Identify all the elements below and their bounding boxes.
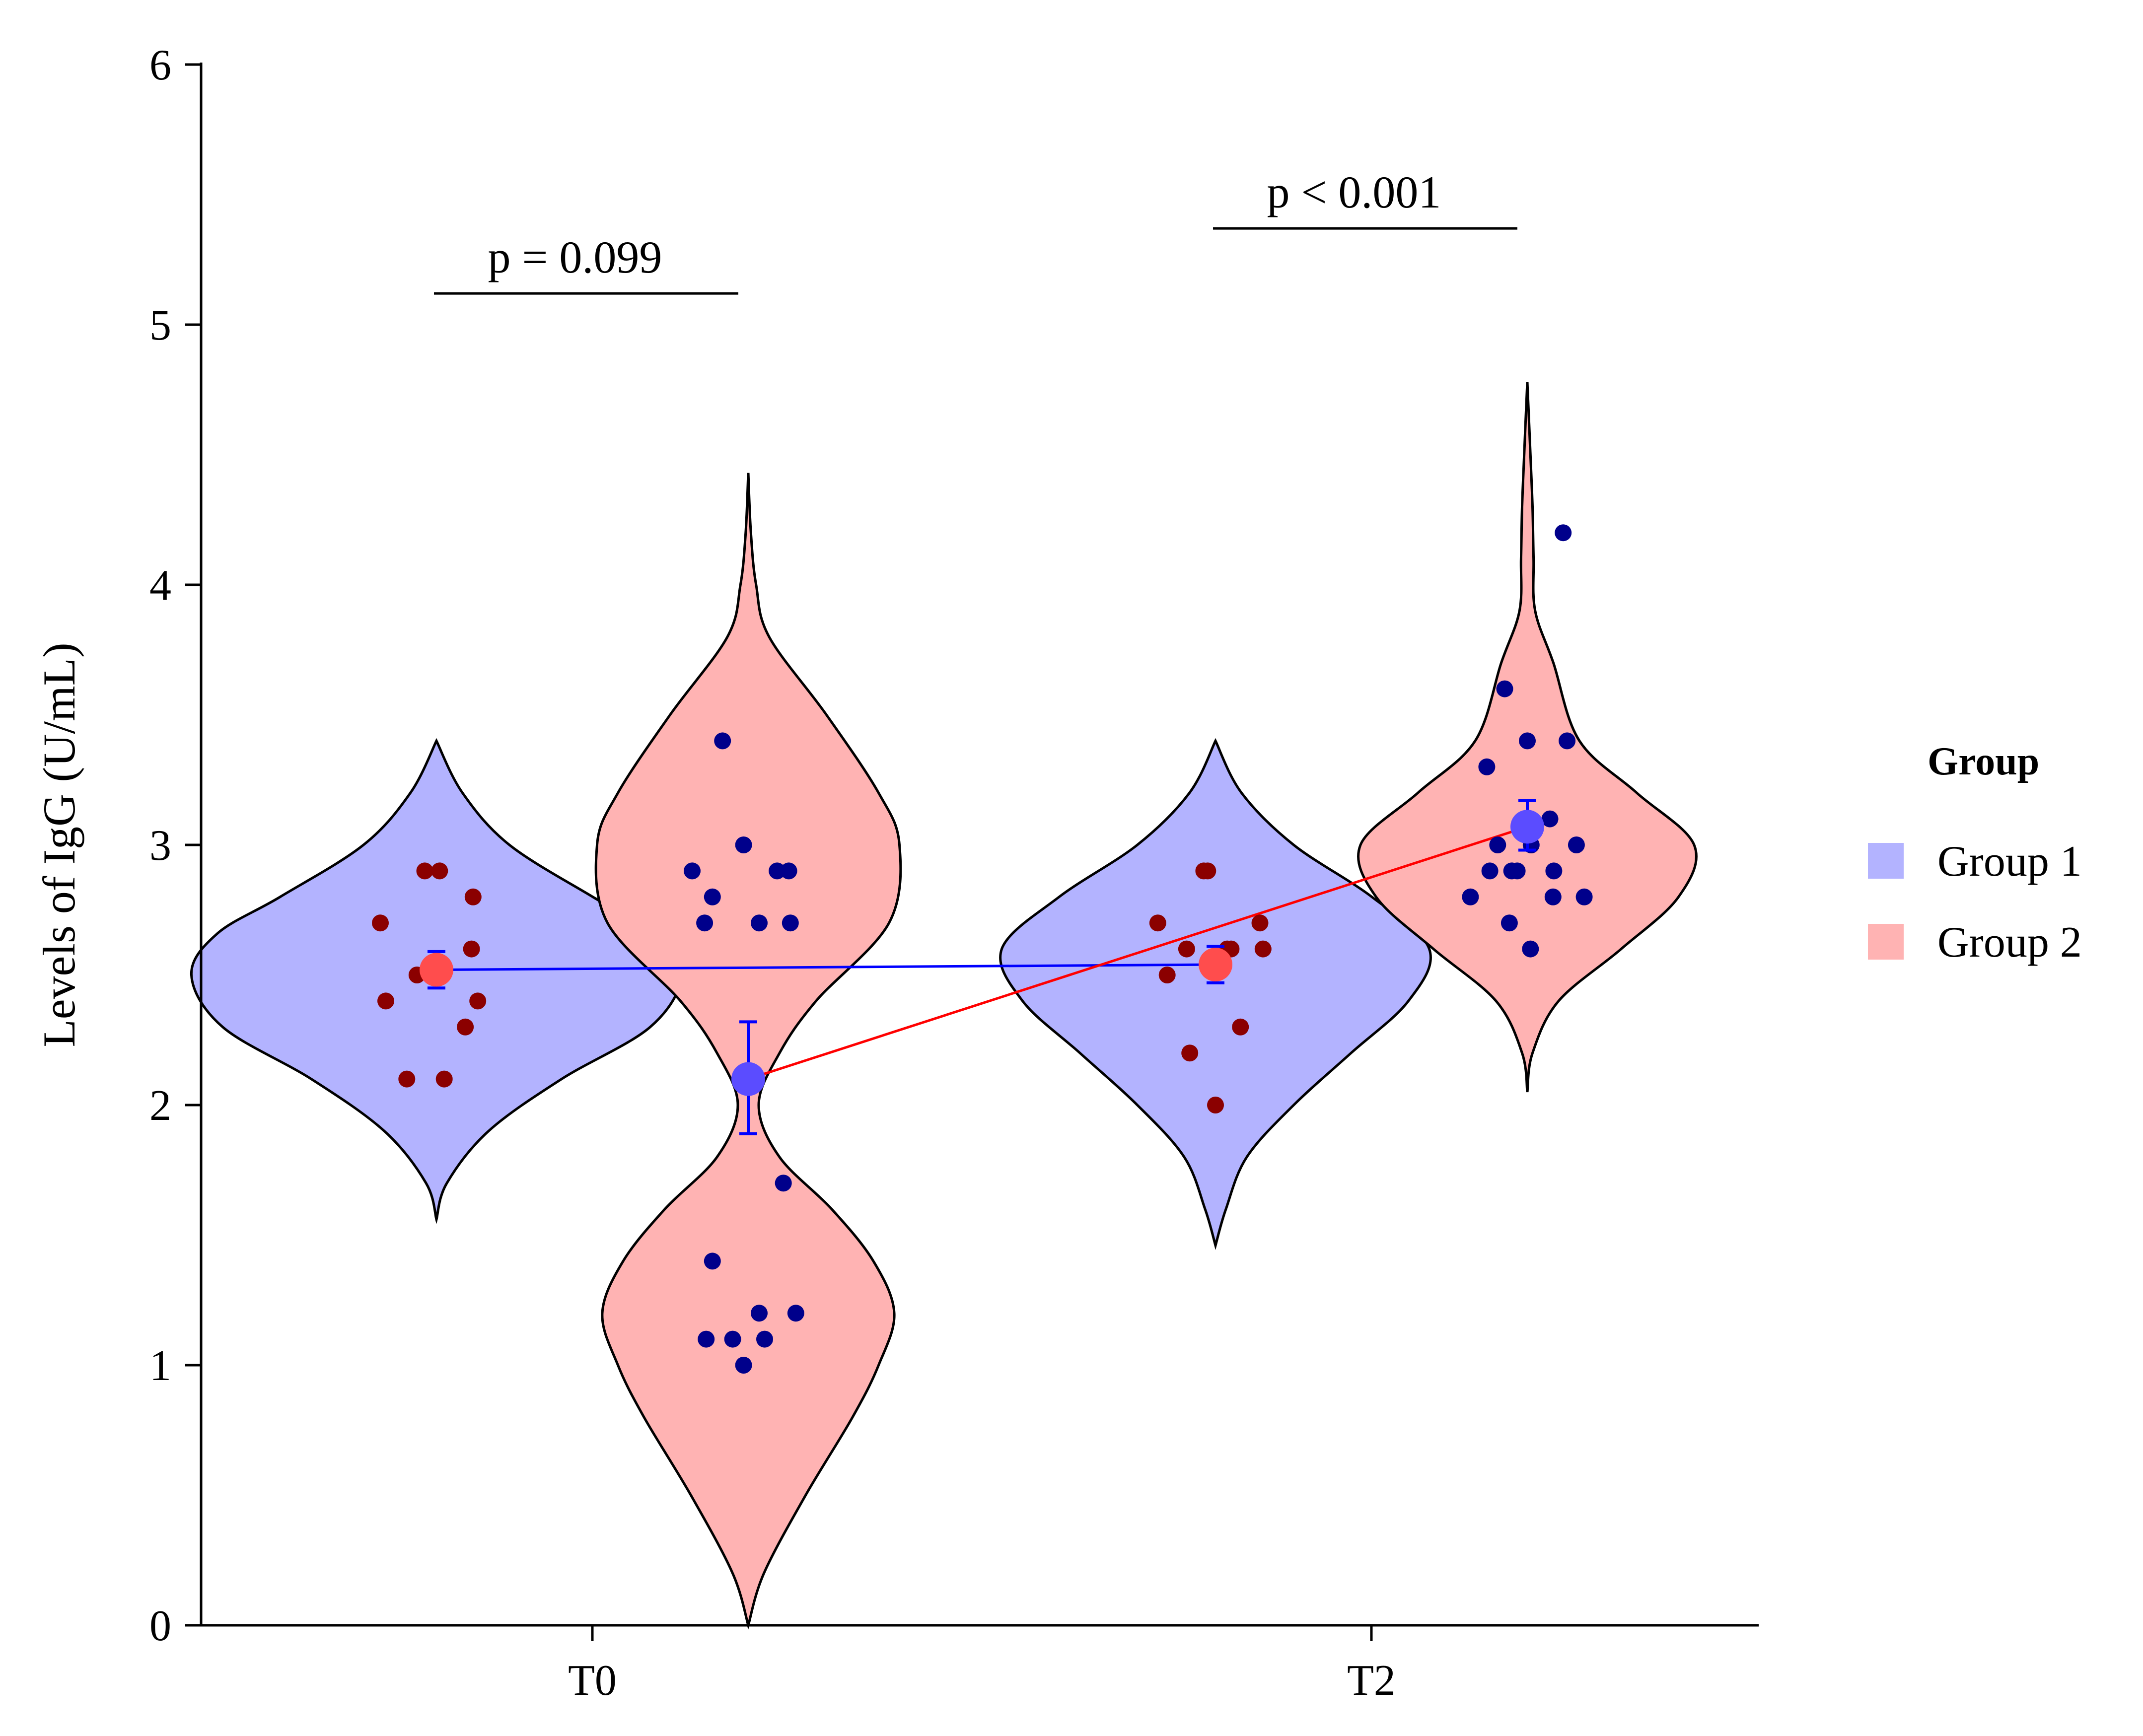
data-point-2-t2-6	[1541, 810, 1559, 828]
data-point-2-t2-1	[1555, 524, 1572, 542]
y-tick-label-3: 3	[149, 822, 171, 870]
data-point-2-t0-5	[780, 862, 797, 880]
legend-swatch-group-2	[1868, 924, 1904, 960]
data-point-2-t0-11	[704, 1252, 721, 1270]
data-point-2-t0-17	[735, 1357, 752, 1374]
data-point-2-t0-10	[775, 1175, 792, 1192]
annotations-layer: p = 0.099 p < 0.001	[434, 167, 1517, 295]
x-tick-label-t2: T2	[1347, 1657, 1396, 1705]
data-point-2-t0-3	[735, 836, 752, 853]
means-layer	[420, 799, 1544, 1135]
data-point-2-t2-18	[1522, 940, 1539, 958]
data-point-1-t2-10	[1232, 1018, 1249, 1036]
legend-label-group-2: Group 2	[1937, 918, 2082, 967]
data-point-2-t0-1	[714, 732, 731, 750]
data-point-1-t0-2	[416, 862, 433, 880]
data-point-2-t0-14	[698, 1330, 715, 1348]
legend-title: Group	[1928, 740, 2039, 783]
data-point-2-t2-16	[1575, 888, 1593, 905]
y-tick-label-5: 5	[149, 301, 171, 349]
mean-marker-1-t0	[420, 953, 453, 987]
y-tick-label-6: 6	[149, 41, 171, 89]
data-point-2-t0-6	[704, 888, 721, 905]
mean-marker-2-t2	[1510, 810, 1544, 844]
data-point-1-t0-10	[457, 1018, 474, 1036]
axes-layer: 0 1 2 3 4 5 6 T0 T2 Levels of IgG (U/mL)	[34, 41, 1759, 1705]
data-point-2-t2-12	[1508, 862, 1526, 880]
data-point-2-t2-14	[1462, 888, 1479, 905]
x-tick-label-t0: T0	[568, 1657, 617, 1705]
p-value-label-1: p = 0.099	[488, 232, 662, 282]
data-point-1-t0-8	[377, 992, 394, 1010]
data-point-2-t2-10	[1481, 862, 1499, 880]
data-point-1-t0-9	[469, 992, 487, 1010]
points-layer	[372, 524, 1593, 1374]
data-point-1-t0-11	[398, 1070, 416, 1088]
data-point-2-t0-9	[782, 914, 799, 932]
data-point-1-t2-8	[1254, 940, 1272, 958]
data-point-2-t0-8	[751, 914, 768, 932]
data-point-1-t2-4	[1251, 914, 1269, 932]
mean-line-group-1	[436, 963, 1216, 972]
data-point-1-t2-9	[1158, 967, 1176, 983]
data-point-2-t0-7	[696, 914, 714, 932]
data-point-2-t0-4	[769, 862, 786, 880]
data-point-2-t2-9	[1568, 836, 1585, 853]
mean-marker-1-t2	[1199, 948, 1232, 982]
data-point-1-t2-11	[1181, 1044, 1199, 1062]
y-axis-title: Levels of IgG (U/mL)	[34, 643, 84, 1047]
data-point-2-t0-16	[756, 1330, 773, 1348]
y-tick-label-0: 0	[149, 1602, 171, 1650]
legend-label-group-1: Group 1	[1937, 837, 2082, 886]
violins-layer	[190, 382, 1698, 1630]
mean-marker-2-t0	[731, 1062, 765, 1096]
data-point-2-t2-15	[1544, 888, 1562, 905]
data-point-1-t0-4	[464, 888, 482, 905]
data-point-2-t2-2	[1496, 680, 1513, 697]
data-point-2-t2-5	[1478, 758, 1496, 775]
data-point-2-t2-7	[1489, 836, 1506, 853]
data-point-2-t2-17	[1500, 914, 1518, 932]
data-point-1-t2-3	[1199, 862, 1216, 880]
data-point-1-t2-5	[1178, 940, 1195, 958]
violin-group-1-t2	[999, 738, 1432, 1250]
data-point-2-t2-13	[1545, 862, 1563, 880]
data-point-1-t2-12	[1207, 1097, 1224, 1113]
legend: Group Group 1 Group 2	[1868, 740, 2082, 967]
data-point-2-t2-4	[1559, 732, 1576, 750]
data-point-2-t0-13	[787, 1305, 804, 1322]
data-point-1-t0-7	[463, 940, 480, 958]
y-tick-label-1: 1	[149, 1342, 171, 1390]
data-point-1-t0-12	[435, 1070, 453, 1088]
data-point-2-t2-3	[1519, 732, 1536, 750]
y-tick-label-4: 4	[149, 561, 171, 610]
p-value-label-2: p < 0.001	[1267, 167, 1441, 217]
mean-line-group-2	[748, 825, 1528, 1080]
y-tick-label-2: 2	[149, 1082, 171, 1130]
data-point-2-t0-12	[751, 1305, 768, 1322]
legend-swatch-group-1	[1868, 843, 1904, 879]
data-point-1-t2-1	[1149, 914, 1166, 932]
data-point-2-t0-2	[684, 862, 701, 880]
data-point-1-t0-3	[431, 862, 448, 880]
data-point-1-t0-1	[372, 914, 389, 932]
data-point-2-t0-15	[724, 1330, 741, 1348]
mean-lines-layer	[436, 825, 1528, 1080]
